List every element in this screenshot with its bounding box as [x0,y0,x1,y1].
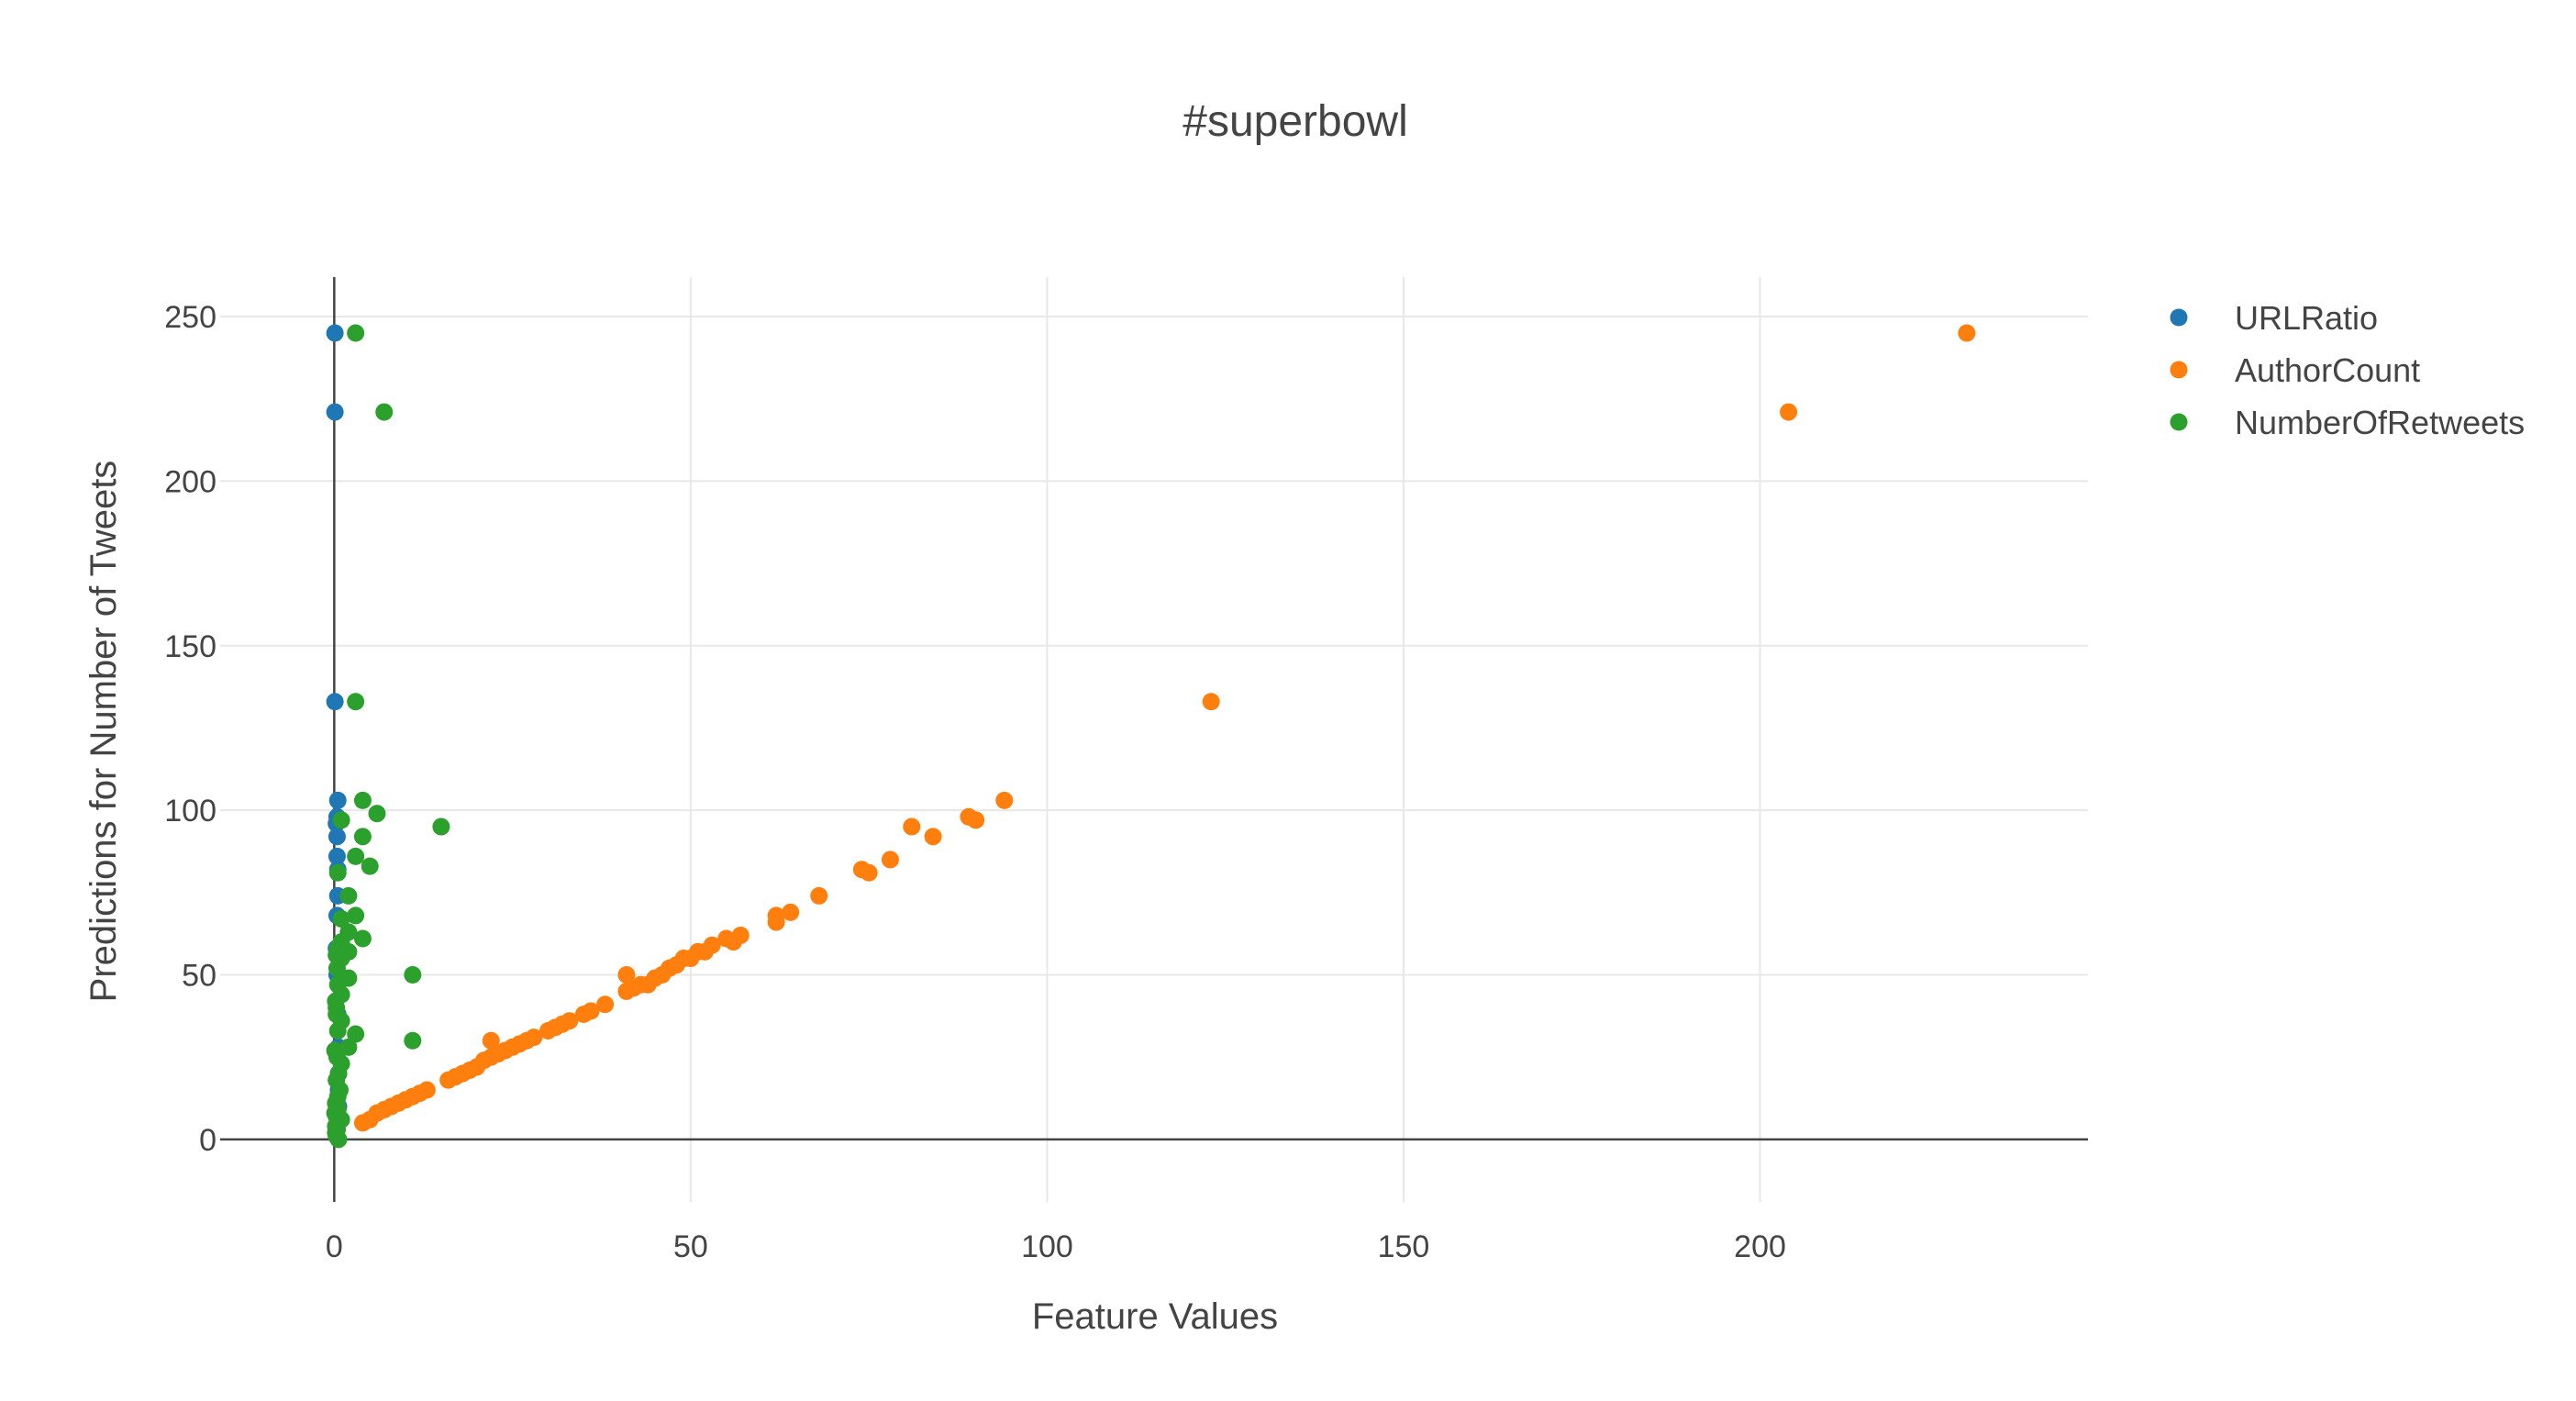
data-point [326,693,344,711]
legend: URLRatio AuthorCount NumberOfRetweets [2170,299,2526,441]
data-point [574,1006,593,1024]
legend-marker [2170,361,2188,379]
data-point [353,828,372,846]
data-point [328,791,347,809]
data-point [353,929,372,948]
data-point [767,906,785,925]
series-NumberOfRetweets [326,324,450,1149]
y-tick-label: 150 [164,629,217,664]
legend-marker [2170,413,2188,431]
data-point [332,910,350,928]
data-point [339,1038,358,1056]
data-point [782,903,800,921]
data-point [361,857,379,875]
data-point [339,923,358,941]
data-point [328,959,346,977]
data-point [1958,324,1976,342]
data-point [347,693,365,711]
data-point [810,886,828,905]
y-tick-label: 200 [164,464,217,499]
data-point [375,403,394,421]
data-point [995,791,1014,809]
x-tick-label: 50 [673,1229,708,1264]
data-point [329,1130,348,1149]
data-point [326,324,344,342]
x-tick-label: 0 [326,1229,343,1264]
y-tick-labels: 0 50 100 150 200 250 [164,300,217,1158]
x-tick-labels: 0 50 100 150 200 [326,1229,1786,1264]
data-point [404,965,422,984]
chart-title: #superbowl [1183,97,1407,146]
data-point [347,1025,365,1043]
data-point [617,982,636,1000]
data-point [353,791,372,809]
data-point [404,1031,422,1050]
y-axis-title: Predictions for Number of Tweets [83,461,124,1003]
legend-label: NumberOfRetweets [2235,404,2525,441]
y-tick-label: 100 [164,794,217,828]
data-point [339,942,358,961]
data-point [339,886,358,905]
data-point [1202,693,1220,711]
data-point [347,906,365,925]
data-point [881,851,899,869]
x-tick-label: 200 [1734,1229,1786,1264]
axes [220,277,2088,1202]
data-point [328,1101,347,1119]
data-point [328,828,346,846]
data-point [328,1006,346,1024]
data-point [617,965,636,984]
y-tick-label: 50 [182,958,217,993]
legend-marker [2170,308,2188,327]
series-AuthorCount [353,324,1976,1132]
x-tick-label: 150 [1378,1229,1430,1264]
data-point [539,1021,557,1040]
data-point [347,324,365,342]
data-point [903,817,921,836]
legend-item[interactable]: NumberOfRetweets [2170,404,2526,441]
data-point [1780,403,1798,421]
data-point [852,861,871,879]
data-point [960,807,978,826]
data-point [327,992,345,1010]
legend-item[interactable]: URLRatio [2170,299,2379,337]
legend-label: AuthorCount [2235,351,2420,389]
data-point [347,847,365,865]
data-points [326,324,1976,1149]
x-tick-label: 100 [1021,1229,1073,1264]
data-point [332,811,350,829]
data-point [328,863,347,882]
data-point [328,1021,347,1040]
data-point [368,805,386,823]
data-point [353,1114,372,1132]
data-point [326,403,344,421]
data-point [439,1071,458,1089]
data-point [596,995,615,1014]
legend-label: URLRatio [2235,299,2378,337]
legend-item[interactable]: AuthorCount [2170,351,2421,389]
data-point [924,828,942,846]
x-axis-title: Feature Values [1032,1296,1278,1337]
y-tick-label: 250 [164,300,217,335]
data-point [326,1041,344,1060]
y-tick-label: 0 [199,1123,217,1158]
grid-lines [220,277,2088,1202]
data-point [482,1031,500,1050]
data-point [717,929,736,948]
data-point [432,817,450,836]
data-point [328,847,346,865]
